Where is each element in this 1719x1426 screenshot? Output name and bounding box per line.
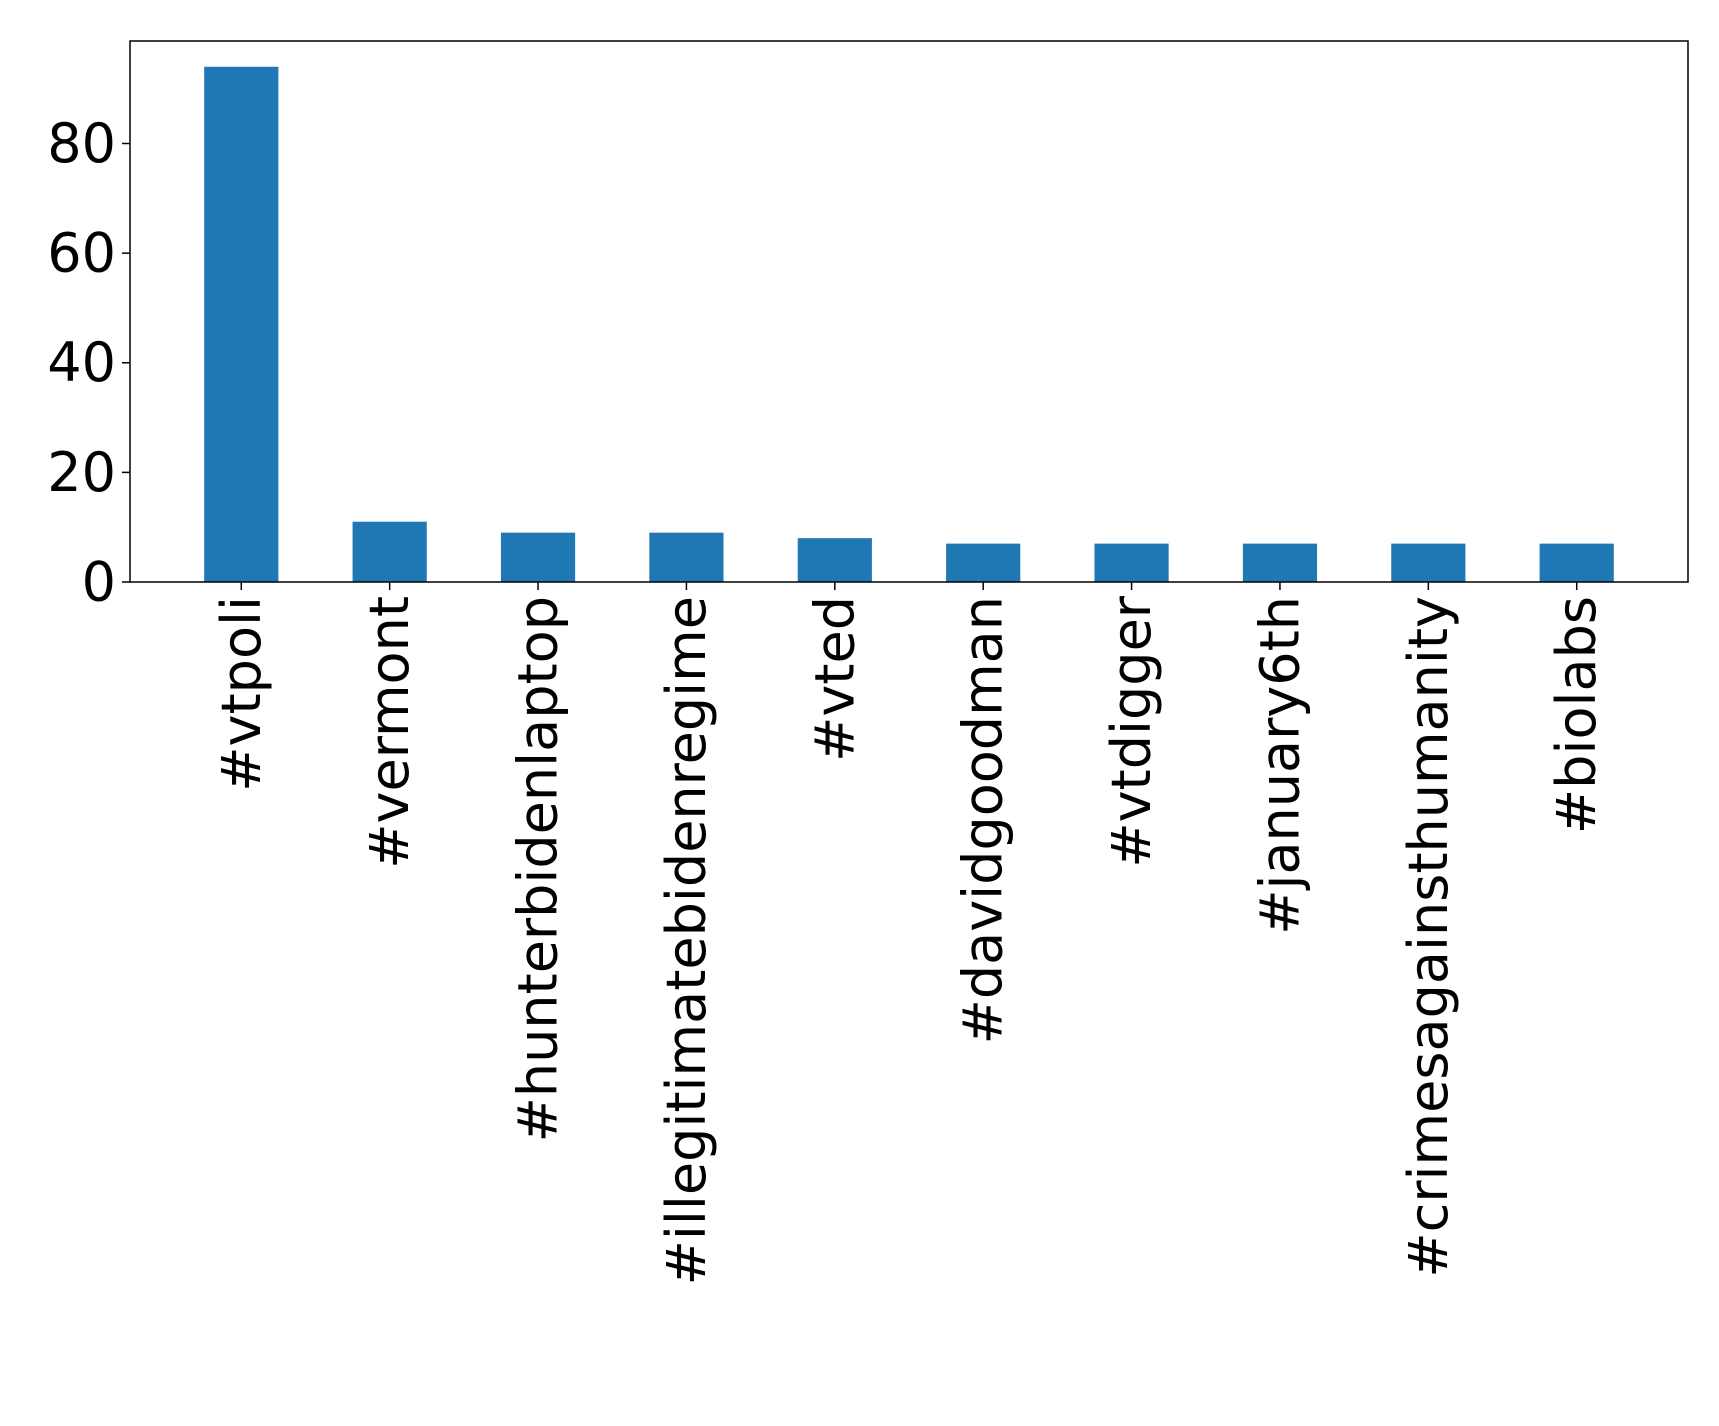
x-axis: #vtpoli #vermont #hunterbidenlaptop #illegi… [210,582,1608,1285]
bar [500,532,576,582]
bar [352,521,427,582]
plot-frame [129,40,1689,583]
x-tick-label: #vtdigger [1100,595,1163,867]
bar [204,66,279,582]
x-tick-label: #davidgoodman [952,596,1015,1044]
x-tick-label: #biolabs [1545,596,1608,834]
x-tick-label: #hunterbidenlaptop [507,596,570,1142]
bar [649,532,724,582]
y-axis: 0 20 40 60 80 [47,112,130,614]
bar [1539,543,1614,582]
y-tick-label: 20 [47,441,116,504]
bars-group [204,66,1614,582]
x-tick-label: #vtpoli [210,596,273,792]
y-tick-label: 0 [82,551,116,614]
x-tick-label: #january6th [1248,596,1311,935]
y-tick-label: 80 [47,112,116,175]
bar [797,538,872,582]
x-tick-label: #vermont [358,596,421,869]
bar [1094,543,1169,582]
x-tick-label: #crimesagainsthumanity [1397,596,1460,1278]
y-tick-label: 40 [47,331,116,394]
bar [1391,543,1466,582]
y-tick-label: 60 [47,222,116,285]
bar [946,543,1021,582]
bar [1242,543,1318,582]
x-tick-label: #vted [803,596,866,762]
x-tick-label: #illegitimatebidenregime [655,596,718,1285]
